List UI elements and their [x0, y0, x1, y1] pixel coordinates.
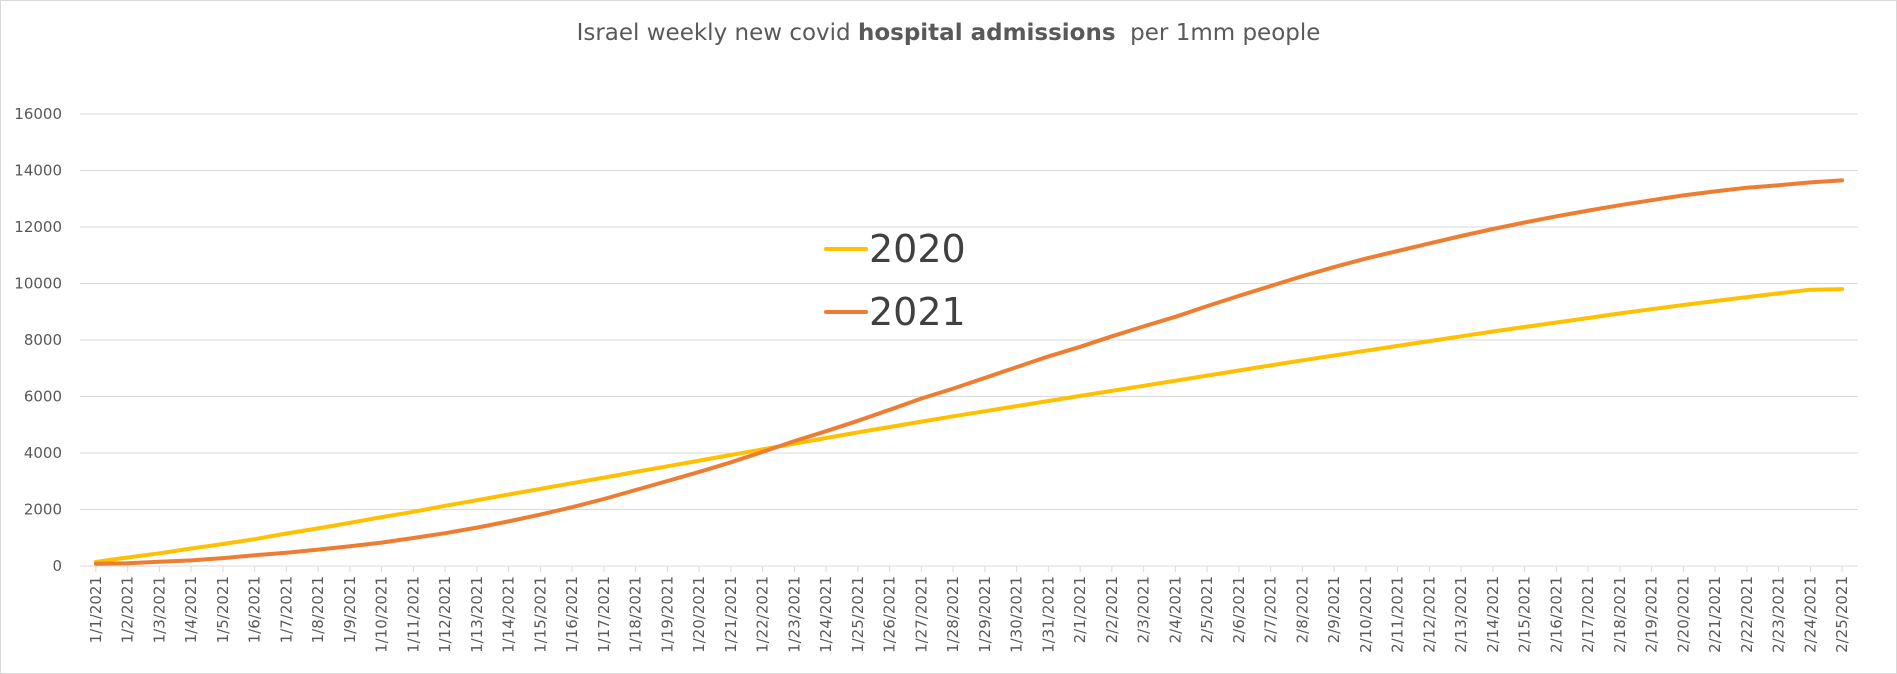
x-tick-label: 1/14/2021 — [500, 576, 518, 653]
x-tick-label: 2/19/2021 — [1643, 576, 1661, 653]
y-tick-label: 2000 — [24, 501, 62, 519]
x-tick-label: 1/6/2021 — [246, 576, 264, 643]
x-tick-label: 1/8/2021 — [309, 576, 327, 643]
x-tick-label: 1/2/2021 — [119, 576, 137, 643]
gridlines — [80, 113, 1858, 567]
x-tick-label: 2/1/2021 — [1071, 576, 1089, 643]
x-tick-label: 2/2/2021 — [1103, 576, 1121, 643]
x-tick-label: 2/25/2021 — [1833, 576, 1851, 653]
x-tick-label: 1/19/2021 — [658, 576, 676, 653]
x-tick-label: 1/29/2021 — [976, 576, 994, 653]
x-tick-label: 1/4/2021 — [182, 576, 200, 643]
x-tick-label: 1/24/2021 — [817, 576, 835, 653]
x-tick-label: 1/11/2021 — [404, 576, 422, 653]
x-tick-label: 1/23/2021 — [785, 576, 803, 653]
x-axis-tick-labels: 1/1/2021 1/2/2021 1/3/2021 1/4/2021 1/5/2021… — [87, 566, 1851, 653]
x-tick-label: 2/13/2021 — [1452, 576, 1470, 653]
x-tick-label: 1/26/2021 — [881, 576, 899, 653]
x-tick-label: 1/25/2021 — [849, 576, 867, 653]
series-line-2021 — [93, 178, 1845, 566]
x-tick-label: 1/21/2021 — [722, 576, 740, 653]
x-tick-label: 2/12/2021 — [1420, 576, 1438, 653]
x-tick-label: 2/5/2021 — [1198, 576, 1216, 643]
x-tick-label: 2/6/2021 — [1230, 576, 1248, 643]
y-tick-label: 6000 — [24, 388, 62, 406]
x-tick-label: 1/17/2021 — [595, 576, 613, 653]
x-tick-label: 2/3/2021 — [1135, 576, 1153, 643]
x-tick-label: 1/18/2021 — [627, 576, 645, 653]
x-tick-label: 2/4/2021 — [1166, 576, 1184, 643]
x-tick-label: 1/22/2021 — [754, 576, 772, 653]
x-tick-label: 1/27/2021 — [912, 576, 930, 653]
x-tick-label: 2/9/2021 — [1325, 576, 1343, 643]
x-tick-label: 1/20/2021 — [690, 576, 708, 653]
x-tick-label: 1/16/2021 — [563, 576, 581, 653]
x-tick-label: 2/8/2021 — [1293, 576, 1311, 643]
chart-title-emphasis: hospital admissions — [857, 20, 1116, 46]
y-tick-label: 4000 — [24, 444, 62, 462]
y-tick-label: 0 — [52, 557, 62, 575]
x-tick-label: 2/7/2021 — [1262, 576, 1280, 643]
y-tick-label: 14000 — [14, 162, 62, 180]
x-tick-label: 1/30/2021 — [1008, 576, 1026, 653]
x-tick-label: 1/28/2021 — [944, 576, 962, 653]
chart-title-part-1: Israel weekly new covid — [576, 20, 858, 46]
chart-title: Israel weekly new covid hospital admissi… — [0, 20, 1897, 46]
x-tick-label: 2/22/2021 — [1738, 576, 1756, 653]
x-tick-label: 2/21/2021 — [1706, 576, 1724, 653]
x-tick-label: 1/13/2021 — [468, 576, 486, 653]
x-tick-label: 2/15/2021 — [1516, 576, 1534, 653]
x-tick-label: 1/12/2021 — [436, 576, 454, 653]
legend: 2020 2021 — [824, 227, 966, 334]
y-tick-label: 10000 — [14, 275, 62, 293]
x-tick-label: 2/16/2021 — [1547, 576, 1565, 653]
x-tick-label: 1/31/2021 — [1039, 576, 1057, 653]
y-tick-label: 8000 — [24, 331, 62, 349]
x-tick-label: 2/17/2021 — [1579, 576, 1597, 653]
series-lines — [93, 178, 1845, 566]
x-tick-label: 1/9/2021 — [341, 576, 359, 643]
legend-label-2021: 2021 — [869, 290, 966, 334]
x-tick-label: 1/1/2021 — [87, 576, 105, 643]
series-line-2020 — [93, 287, 1845, 564]
x-tick-label: 1/5/2021 — [214, 576, 232, 643]
y-tick-label: 16000 — [14, 105, 62, 123]
x-tick-label: 2/14/2021 — [1484, 576, 1502, 653]
x-tick-label: 1/15/2021 — [531, 576, 549, 653]
chart-title-part-2: per 1mm people — [1115, 20, 1321, 46]
legend-label-2020: 2020 — [869, 227, 966, 271]
y-axis-tick-labels: 0 2000 4000 6000 8000 10000 12000 14000 16000 — [14, 105, 62, 575]
x-tick-label: 1/7/2021 — [277, 576, 295, 643]
x-tick-label: 2/10/2021 — [1357, 576, 1375, 653]
x-tick-label: 1/10/2021 — [373, 576, 391, 653]
x-tick-label: 2/24/2021 — [1801, 576, 1819, 653]
x-tick-label: 2/20/2021 — [1674, 576, 1692, 653]
x-tick-label: 2/18/2021 — [1611, 576, 1629, 653]
y-tick-label: 12000 — [14, 218, 62, 236]
x-tick-label: 1/3/2021 — [150, 576, 168, 643]
x-tick-label: 2/23/2021 — [1770, 576, 1788, 653]
x-tick-label: 2/11/2021 — [1389, 576, 1407, 653]
